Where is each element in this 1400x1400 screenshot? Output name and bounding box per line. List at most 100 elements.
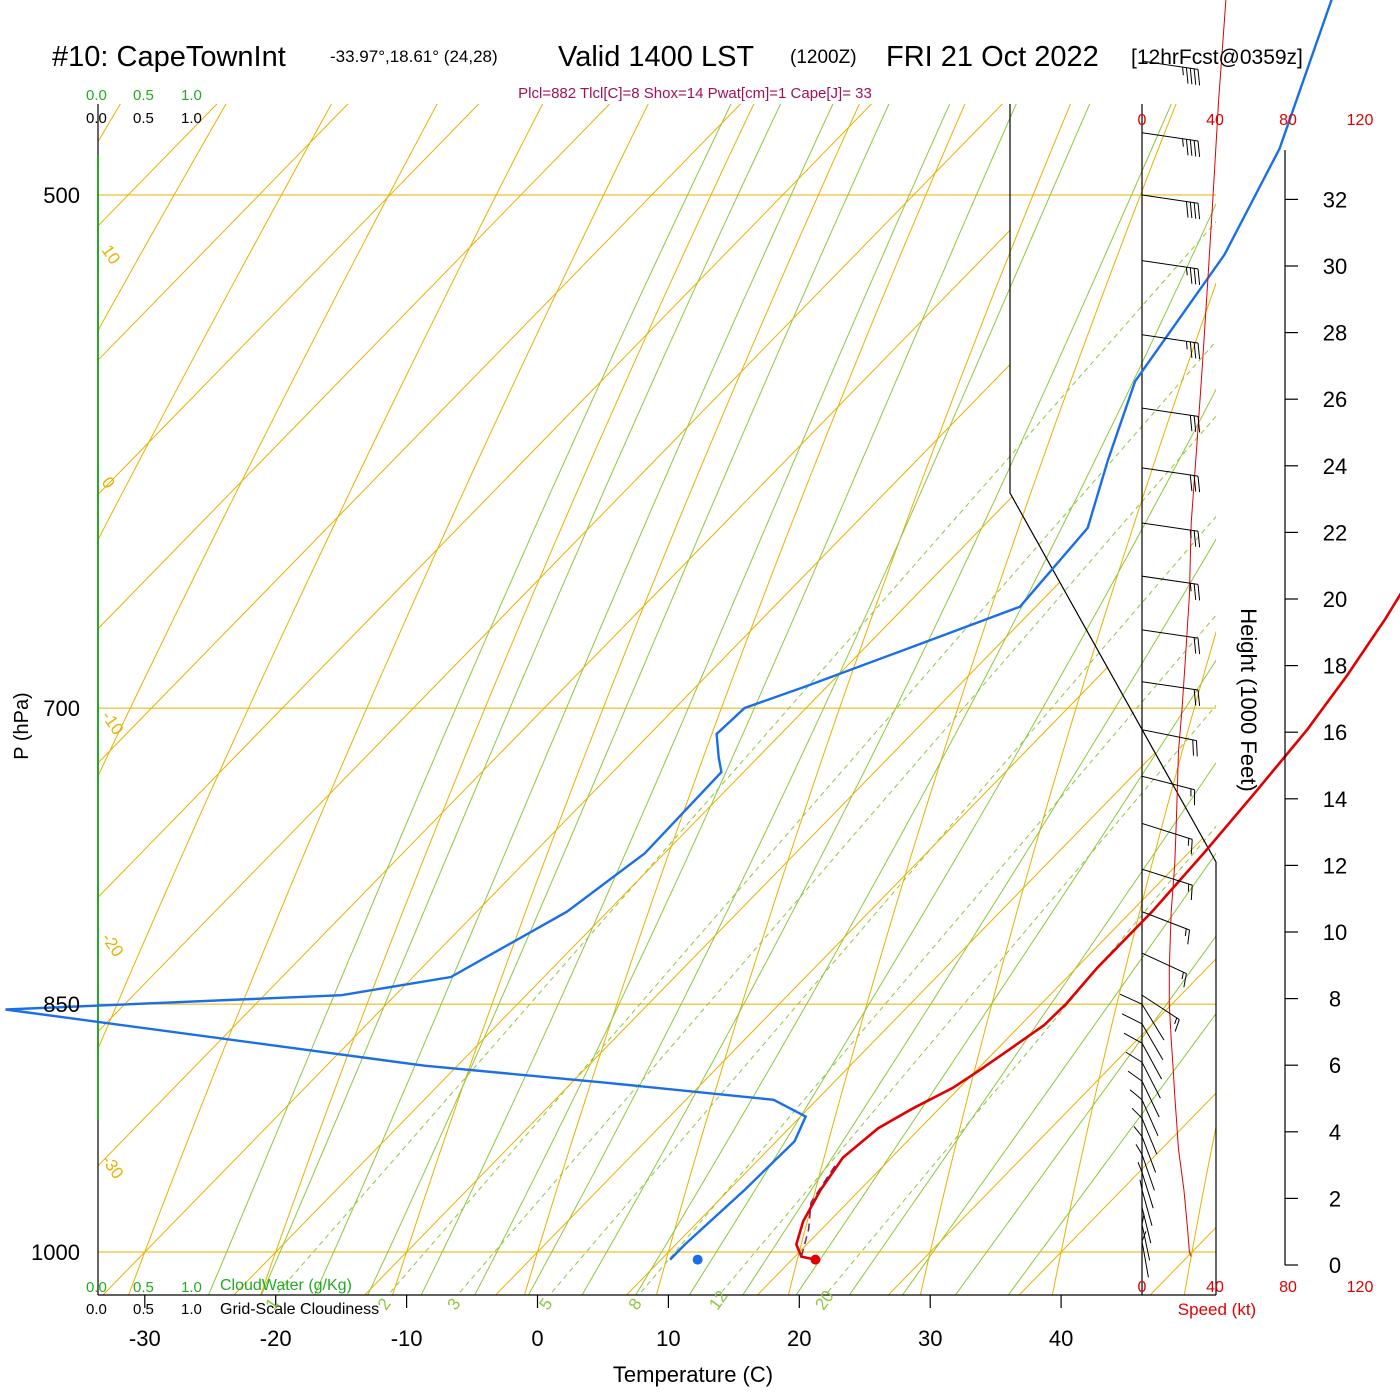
cloudwater-tick-bottom: 0.5 xyxy=(133,1279,154,1296)
height-tick-label: 20 xyxy=(1323,587,1347,612)
barb-flag xyxy=(1189,341,1193,358)
isotherm xyxy=(319,104,1216,1295)
isotherms xyxy=(98,104,1216,1295)
barb-staff xyxy=(1121,1013,1143,1025)
barb-flag xyxy=(1189,202,1193,219)
mixing-ratio-line xyxy=(548,515,1216,1295)
pressure-tick-label: 500 xyxy=(43,183,80,208)
barb-staff xyxy=(1141,822,1193,840)
barb-staff xyxy=(1141,1042,1163,1080)
height-tick-label: 30 xyxy=(1323,254,1347,279)
moist-adiabat xyxy=(688,388,1216,1295)
right-boundary xyxy=(1009,104,1217,1295)
wind-barb xyxy=(1141,868,1193,901)
moist-adiabat xyxy=(474,104,1017,1295)
barb-half-flag xyxy=(1174,1017,1178,1025)
wind-barb xyxy=(1141,522,1201,548)
barb-half-flag xyxy=(1185,267,1188,276)
barb-staff xyxy=(1141,1172,1154,1209)
speed-tick-top: 40 xyxy=(1206,112,1224,129)
station-title: #10: CapeTownInt xyxy=(52,41,286,73)
barb-flag xyxy=(1185,67,1189,84)
forecast-label: [12hrFcst@0359z] xyxy=(1131,46,1303,69)
barb-staff xyxy=(1125,1051,1143,1063)
isotherm xyxy=(450,104,1216,1295)
height-tick-label: 8 xyxy=(1329,987,1341,1012)
barb-staff xyxy=(1141,1062,1161,1099)
barb-flag xyxy=(1174,1019,1180,1032)
cloudiness-tick-bottom: 1.0 xyxy=(181,1301,202,1318)
barb-half-flag xyxy=(1189,583,1192,592)
temperature-line xyxy=(794,592,1400,1261)
axis-titles: Temperature (C) P (hPa) Height (1000 Fee… xyxy=(11,608,1261,1387)
moist-adiabat xyxy=(420,104,951,1295)
barb-half-flag xyxy=(1189,530,1192,539)
wind-barb xyxy=(1141,260,1201,285)
height-tick-label: 6 xyxy=(1329,1053,1341,1078)
barb-flag xyxy=(1185,139,1189,156)
barb-staff xyxy=(1141,467,1199,477)
height-tick-label: 12 xyxy=(1323,853,1347,878)
moist-adiabat xyxy=(313,104,834,1295)
height-tick-label: 0 xyxy=(1329,1253,1341,1278)
barb-flag xyxy=(1187,929,1191,945)
barb-staff xyxy=(1141,334,1199,344)
y-axis-label: P (hPa) xyxy=(11,692,33,759)
barb-flag xyxy=(1192,739,1194,756)
pressure-tick-label: 700 xyxy=(43,696,80,721)
height-tick-label: 24 xyxy=(1323,454,1347,479)
speed-scale: 0 40 80 120 0 40 80 120 Speed (kt) xyxy=(1138,112,1374,1319)
dry-adiabat xyxy=(98,104,438,778)
height-tick-label: 4 xyxy=(1329,1120,1341,1145)
speed-tick-bottom: 120 xyxy=(1347,1279,1374,1296)
cloudiness-tick-top: 0.0 xyxy=(86,110,107,127)
barb-flag xyxy=(1189,474,1193,492)
cloudwater-label: CloudWater (g/Kg) xyxy=(220,1277,352,1294)
barb-staff xyxy=(1123,1032,1143,1044)
wind-barb xyxy=(1141,681,1201,707)
isotherm xyxy=(98,104,1216,1295)
wind-barb xyxy=(1141,407,1201,433)
barb-staff xyxy=(1141,911,1190,931)
x-tick-label: -10 xyxy=(391,1326,423,1351)
barb-flag xyxy=(1189,68,1193,85)
isotherm xyxy=(712,104,1216,1295)
mixing-ratio-lines xyxy=(275,221,1216,1295)
dry-adiabat xyxy=(919,282,1216,1295)
barb-flag xyxy=(1189,267,1193,284)
barb-staff xyxy=(1131,1107,1143,1119)
barb-half-flag xyxy=(1185,341,1188,350)
barb-flag xyxy=(1193,268,1197,285)
barb-flag xyxy=(1197,342,1201,360)
barb-flag xyxy=(1190,839,1193,855)
barb-flag xyxy=(1193,530,1197,547)
isotherm xyxy=(581,104,1216,1295)
wind-barb xyxy=(1141,629,1201,655)
isotherm xyxy=(98,104,1216,1295)
isotherm xyxy=(188,104,1216,1295)
barb-flag xyxy=(1197,584,1201,601)
barb-staff xyxy=(1133,1126,1143,1137)
speed-label: Speed (kt) xyxy=(1178,1300,1256,1319)
barb-flag xyxy=(1190,885,1193,901)
wind-barb xyxy=(1141,911,1191,945)
speed-tick-top: 120 xyxy=(1347,112,1374,129)
height-tick-label: 2 xyxy=(1329,1186,1341,1211)
moist-adiabat xyxy=(635,202,1216,1295)
speed-tick-bottom: 40 xyxy=(1206,1279,1224,1296)
isotherm xyxy=(98,104,1216,1295)
dry-adiabat xyxy=(98,104,227,332)
speed-tick-top: 80 xyxy=(1279,112,1297,129)
barb-staff xyxy=(1141,629,1199,639)
barb-flag xyxy=(1197,531,1201,548)
barb-staff xyxy=(1141,868,1193,886)
utc-time: (1200Z) xyxy=(790,47,857,68)
isotherm xyxy=(98,104,1216,1295)
cloudiness-label: Grid-Scale Cloudiness xyxy=(220,1301,379,1318)
dry-adiabat xyxy=(0,0,679,1341)
barb-staff xyxy=(1141,260,1199,270)
height-tick-label: 14 xyxy=(1323,787,1347,812)
barb-staff xyxy=(1141,775,1195,791)
cloudiness-tick-top: 1.0 xyxy=(181,110,202,127)
